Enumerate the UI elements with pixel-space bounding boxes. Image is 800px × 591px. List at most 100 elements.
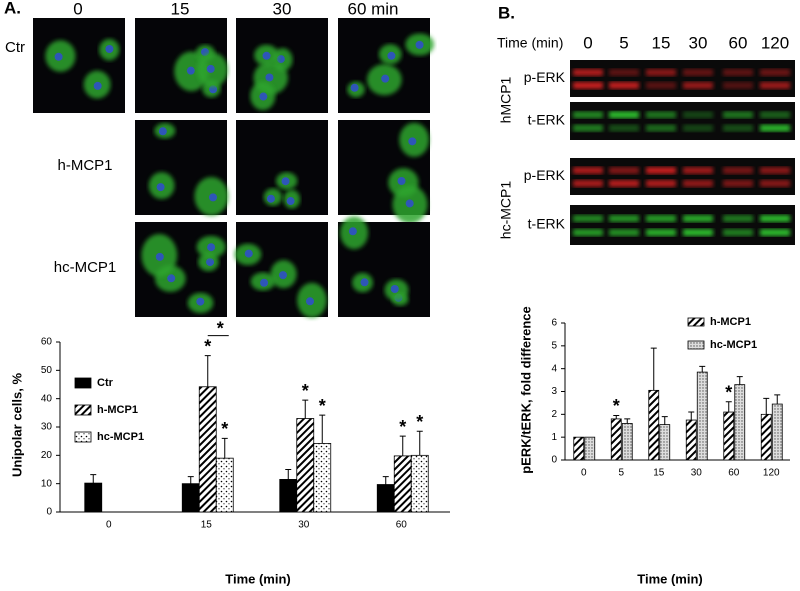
band [646, 166, 676, 174]
band [683, 166, 713, 174]
micrograph [236, 120, 328, 215]
legend-label: hc-MCP1 [710, 339, 757, 351]
y-tick-label: 10 [41, 478, 53, 489]
y-tick-label: 3 [551, 386, 557, 397]
nucleus [405, 199, 414, 208]
error-bar [204, 355, 211, 387]
y-tick-label: 60 [41, 337, 53, 348]
micrograph [234, 222, 328, 318]
blot-bg [570, 158, 795, 195]
nucleus [387, 51, 396, 60]
nucleus [207, 243, 216, 252]
nucleus [360, 278, 369, 287]
micrograph [236, 18, 328, 113]
error-bar [736, 376, 743, 385]
blot [570, 205, 795, 245]
nucleus [167, 274, 176, 283]
bar [659, 424, 671, 461]
nucleus [93, 81, 102, 90]
y-axis-label: pERK/tERK, fold difference [518, 306, 533, 474]
significance: * [221, 419, 228, 439]
band [646, 81, 676, 89]
y-tick-label: 5 [551, 340, 557, 351]
significance: * [319, 396, 326, 416]
x-tick-label: 0 [581, 468, 587, 479]
error-bar [688, 411, 695, 421]
bar [296, 418, 315, 513]
nucleus [186, 66, 195, 75]
bar [84, 482, 103, 513]
band [683, 68, 713, 76]
blot-row-label: t-ERK [528, 112, 566, 128]
y-tick-label: 4 [551, 363, 557, 374]
nucleus [397, 176, 406, 185]
y-tick-label: 0 [46, 507, 52, 518]
error-bar [613, 414, 620, 419]
nucleus [105, 45, 114, 54]
blot-bg [570, 102, 795, 140]
legend-label: h-MCP1 [97, 404, 138, 416]
band [609, 111, 639, 119]
band [573, 68, 603, 76]
bar [393, 455, 412, 513]
row-label: h-MCP1 [57, 157, 112, 174]
band [723, 81, 753, 89]
bar [181, 483, 200, 513]
legend-label: hc-MCP1 [97, 431, 144, 443]
y-tick-label: 0 [551, 455, 557, 466]
band [646, 215, 676, 222]
band [646, 179, 676, 187]
micrograph [135, 18, 228, 113]
blot-row-label: t-ERK [528, 216, 566, 232]
x-tick-label: 30 [691, 468, 703, 479]
nucleus [390, 284, 399, 293]
significance: * [204, 336, 211, 356]
x-tick-label: 60 [396, 520, 408, 531]
bar [410, 454, 429, 513]
nucleus [206, 258, 215, 267]
error-bar [399, 435, 406, 456]
significance: * [725, 383, 732, 403]
nucleus [381, 74, 390, 83]
legend-swatch [687, 340, 705, 350]
band [573, 179, 603, 187]
bar [648, 389, 660, 461]
bar [610, 418, 622, 461]
error-bar [699, 365, 706, 373]
blot-row-label: p-ERK [524, 69, 566, 85]
bar [573, 436, 585, 461]
blot-time: 120 [761, 33, 789, 52]
bar [376, 484, 395, 513]
blot [570, 158, 795, 195]
band [573, 81, 603, 89]
bar [621, 423, 633, 461]
bar [584, 436, 596, 461]
band [683, 111, 713, 119]
band [760, 179, 790, 187]
band [760, 124, 790, 132]
legend-swatch [74, 431, 92, 443]
nucleus [244, 249, 253, 258]
bar [279, 479, 298, 513]
micrograph [33, 18, 125, 113]
x-axis-label: Time (min) [225, 571, 291, 586]
micrograph [338, 120, 430, 224]
blot-time: 30 [689, 33, 708, 52]
nucleus [54, 52, 63, 61]
band [609, 229, 639, 236]
error-bar [285, 469, 292, 480]
blot-time: 60 [729, 33, 748, 52]
y-axis-label: Unipolar cells, % [9, 373, 24, 477]
legend-swatch [74, 377, 92, 389]
bar [760, 413, 772, 461]
nucleus [415, 40, 424, 49]
bar [198, 386, 217, 513]
blot [570, 60, 795, 97]
blot-bg [570, 60, 795, 97]
significance: * [217, 318, 224, 338]
nucleus [260, 278, 269, 287]
column-label: 0 [73, 0, 82, 18]
significance: * [416, 412, 423, 432]
y-tick-label: 40 [41, 393, 53, 404]
